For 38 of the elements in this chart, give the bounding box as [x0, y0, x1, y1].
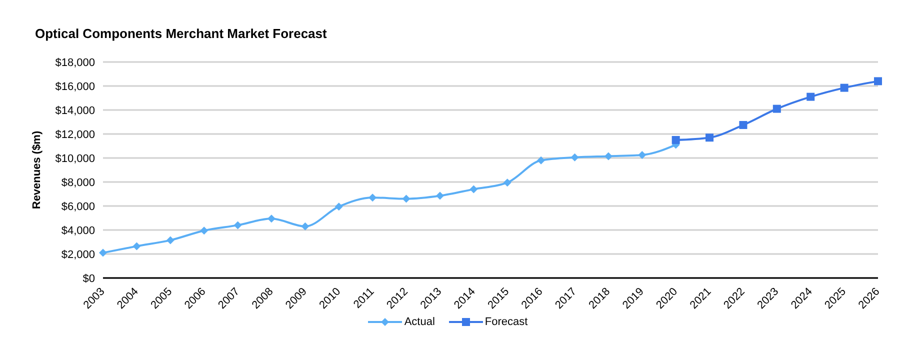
point [672, 136, 680, 144]
point [604, 152, 612, 160]
chart-title: Optical Components Merchant Market Forecast [34, 25, 328, 43]
y-tick-label: $14,000 [55, 104, 95, 117]
legend-label: Forecast [484, 316, 528, 328]
point [806, 92, 815, 101]
point [706, 134, 714, 142]
point [570, 153, 579, 162]
point [267, 214, 276, 223]
point [132, 242, 141, 250]
point [334, 202, 343, 211]
y-tick-label: $4,000 [61, 224, 95, 237]
y-axis-title: Revenues ($m) [30, 130, 43, 210]
point [840, 84, 848, 92]
legend-label: Actual [404, 316, 435, 328]
point [772, 104, 781, 113]
point [638, 151, 646, 159]
point [99, 248, 107, 257]
point [301, 222, 310, 230]
y-tick-label: $18,000 [55, 56, 95, 69]
y-tick-label: $0 [82, 272, 95, 285]
point [503, 178, 512, 187]
y-tick-label: $8,000 [61, 176, 95, 189]
point [739, 121, 748, 129]
point [166, 236, 174, 244]
y-tick-label: $12,000 [55, 128, 95, 141]
point [537, 156, 546, 164]
y-tick-label: $16,000 [55, 80, 95, 93]
y-tick-label: $6,000 [61, 200, 95, 213]
y-tick-label: $10,000 [55, 152, 95, 165]
point [402, 194, 410, 203]
point [470, 185, 478, 194]
point [200, 226, 208, 235]
point [874, 77, 882, 86]
point [436, 192, 444, 200]
point [234, 221, 242, 230]
y-tick-label: $2,000 [61, 248, 95, 261]
point [368, 194, 377, 202]
